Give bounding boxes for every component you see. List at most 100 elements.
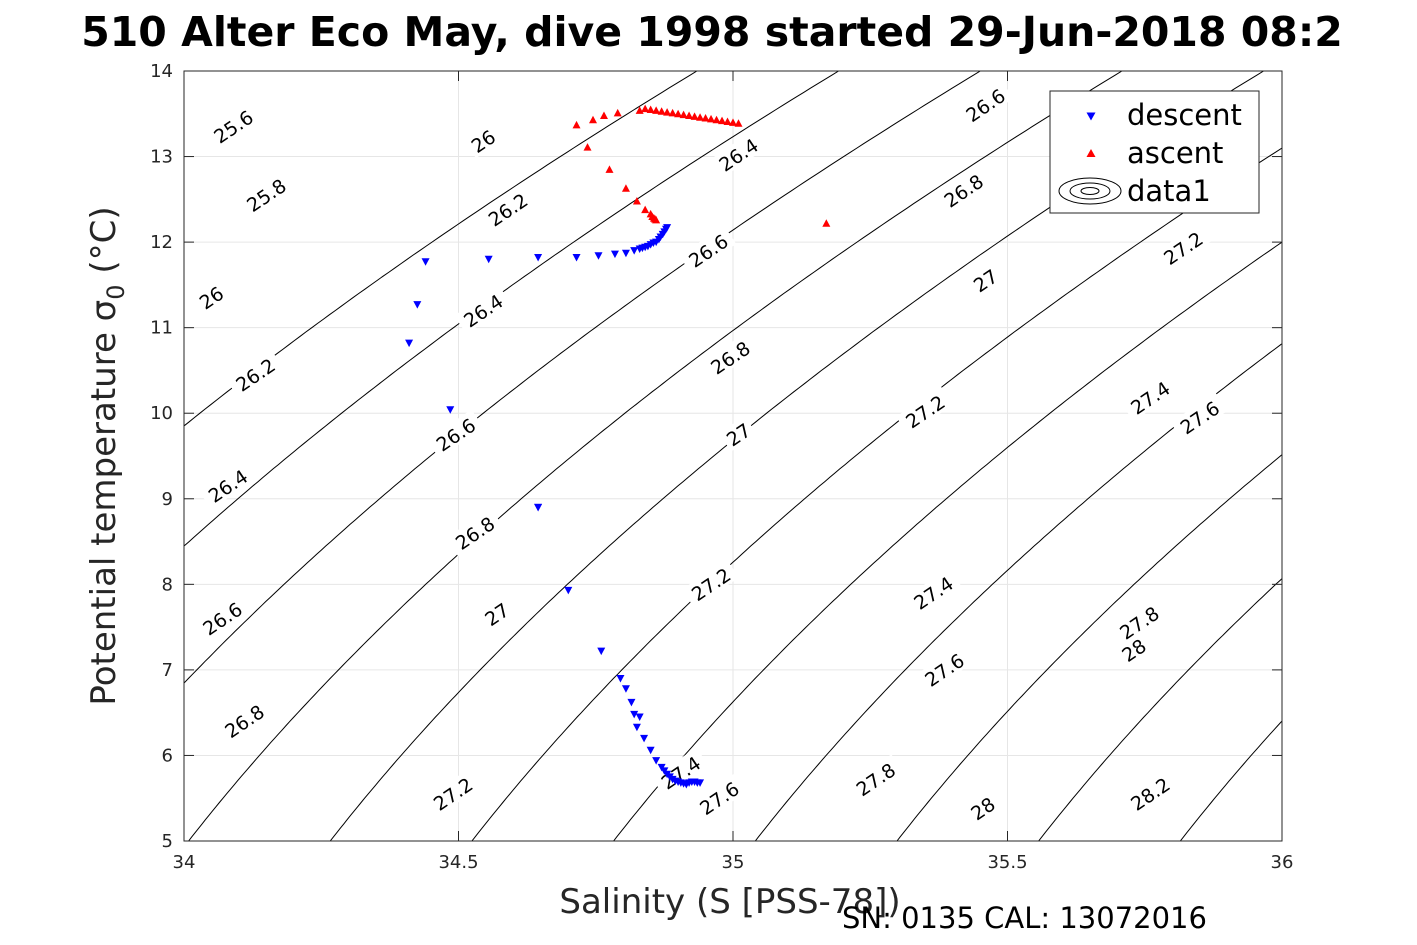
contour-label-bg [915, 644, 973, 694]
y-axis-label-subscript: 0 [102, 284, 130, 299]
ascent-point [613, 108, 622, 117]
descent-point [534, 503, 543, 512]
y-tick-label: 5 [162, 831, 173, 852]
ascent-point [690, 112, 699, 120]
contour-label-bg [846, 754, 904, 803]
descent-point [646, 746, 655, 755]
contour-label-bg [478, 184, 536, 233]
ascent-point [632, 197, 641, 205]
contour-label-bg [1154, 223, 1212, 272]
legend-ascent-marker [1086, 149, 1096, 157]
x-axis-label: Salinity (S [PSS-78]) [559, 882, 900, 922]
contour-label-bg [709, 129, 767, 179]
descent-point [597, 647, 606, 656]
ascent-point [679, 110, 688, 119]
contour-label-bg [191, 279, 230, 315]
sigma-contour-line [896, 454, 1282, 841]
ascent-point [599, 111, 608, 119]
descent-point [627, 698, 636, 707]
contour-label-bg [193, 593, 251, 642]
chart-title: 510 Alter Eco May, dive 1998 started 29-… [81, 8, 1343, 56]
descent-point [632, 723, 641, 732]
legend-data1-label: data1 [1127, 174, 1211, 208]
y-tick-label: 9 [162, 489, 173, 510]
sigma-contour-line [1179, 720, 1282, 841]
legend-entry-data1: data1 [1058, 174, 1211, 208]
contour-label-bg [1170, 392, 1228, 441]
ascent-point [707, 114, 716, 123]
ascent-point [718, 116, 727, 125]
y-tick-label: 8 [162, 574, 173, 595]
descent-point [484, 255, 493, 264]
descent-point [616, 674, 625, 683]
contour-label-bg [679, 225, 737, 275]
contour-label-bg [1121, 768, 1179, 818]
y-tick-label: 14 [150, 61, 173, 82]
contour-label-bg [963, 789, 1002, 826]
descent-point [405, 339, 414, 348]
x-tick-label: 36 [1271, 852, 1294, 873]
contour-label-bg [651, 747, 709, 796]
contour-label-bg [701, 332, 759, 381]
ascent-point [641, 205, 650, 214]
y-axis-label-unit: (°C) [84, 206, 124, 284]
contour-label-bg [445, 507, 503, 557]
descent-point [621, 685, 630, 693]
contour-label-bg [934, 165, 992, 215]
contour-label-bg [215, 696, 273, 745]
y-axis-label-main: Potential temperature σ [84, 300, 124, 706]
legend-ascent-label: ascent [1127, 136, 1223, 170]
y-tick-label: 13 [150, 147, 173, 168]
x-tick-label: 34 [173, 852, 196, 873]
y-tick-label: 12 [150, 232, 173, 253]
axis-ticks: 34 34.5 35 35.5 36 5 6 7 8 9 10 11 12 13 14 [150, 61, 1293, 873]
y-tick-label: 11 [150, 318, 173, 339]
contour-label-bg [198, 460, 256, 510]
ascent-point [641, 104, 650, 113]
legend: descent ascent data1 [1049, 90, 1260, 214]
descent-point [630, 247, 639, 255]
ascent-point [674, 109, 683, 118]
y-tick-label: 6 [162, 745, 173, 766]
ascent-point [734, 119, 743, 127]
ascent-point [652, 106, 661, 114]
ascent-point [663, 108, 672, 116]
legend-descent-marker [1086, 112, 1096, 121]
ascent-point [621, 184, 630, 192]
ascent-point [589, 115, 598, 124]
descent-point [413, 301, 422, 309]
descent-point [663, 224, 672, 232]
contour-label-bg [463, 122, 502, 159]
contour-label-bg [965, 261, 1004, 298]
ascent-point [652, 215, 661, 224]
descent-point [652, 757, 661, 765]
descent-point [572, 254, 581, 262]
series-ascent [572, 104, 831, 227]
ascent-point [583, 143, 592, 151]
ascent-point [646, 105, 655, 113]
contour-label-bg [1121, 372, 1179, 422]
ascent-point [605, 165, 614, 173]
descent-point [621, 249, 630, 258]
sigma-contour-line [1037, 577, 1282, 841]
descent-point [696, 779, 705, 787]
descent-point [446, 406, 455, 414]
contour-label-bg [426, 409, 484, 458]
sigma-contour-line [184, 71, 982, 684]
descent-point [564, 586, 573, 595]
x-tick-label: 35 [722, 852, 745, 873]
sigma-contour-line [1290, 33, 1417, 884]
ascent-point [668, 108, 677, 117]
contour-label-bg [718, 415, 757, 452]
contour-label-bg [1114, 631, 1153, 668]
contour-label-bg [896, 386, 954, 435]
contour-label-bg [237, 170, 295, 219]
ascent-point [701, 114, 710, 122]
descent-point [640, 734, 649, 743]
legend-descent-label: descent [1127, 98, 1242, 132]
y-axis-label: Potential temperature σ0 (°C) [84, 206, 130, 705]
ascent-point [723, 117, 732, 125]
descent-point [594, 252, 603, 260]
y-tick-label: 7 [162, 660, 173, 681]
